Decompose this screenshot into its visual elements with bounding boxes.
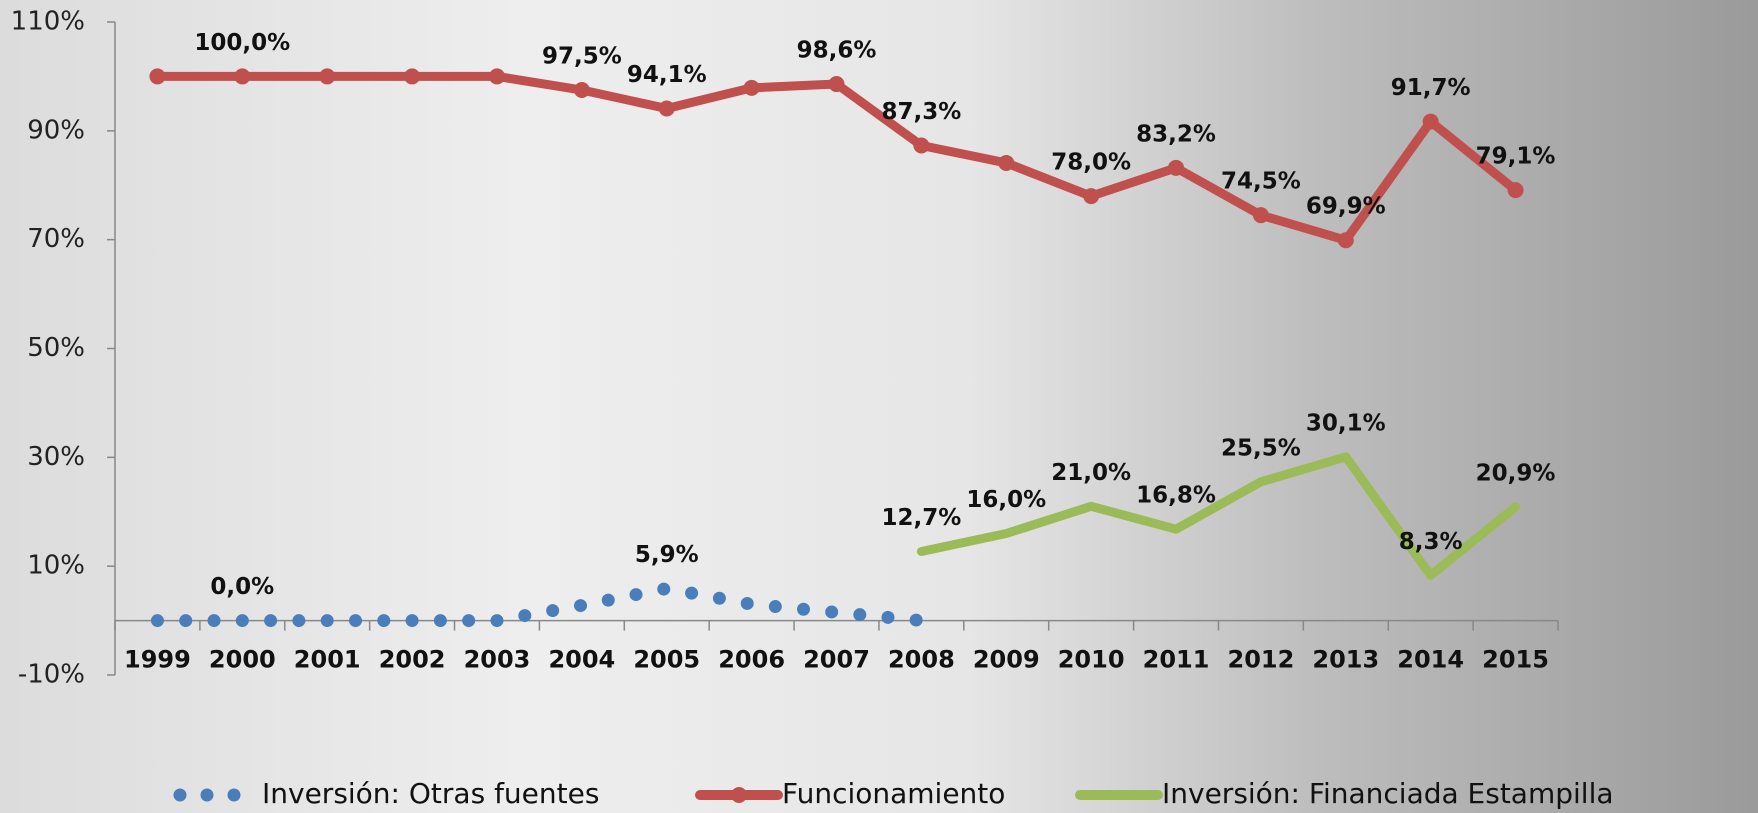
data-point	[404, 68, 421, 85]
data-point	[658, 100, 675, 117]
plot-area: 110% 90% 70% 50% 30% 10% -10% 1999 2000 2001 2002 2…	[11, 7, 1614, 811]
data-label: 74,5%	[1221, 169, 1301, 195]
data-point	[1083, 188, 1100, 205]
y-tick-label: -10%	[18, 660, 85, 690]
data-label: 79,1%	[1476, 144, 1556, 170]
x-tick-label: 1999	[124, 646, 191, 674]
data-label: 5,9%	[635, 542, 699, 568]
x-tick-label: 2015	[1482, 646, 1549, 674]
data-label: 12,7%	[881, 505, 961, 531]
x-tick-label: 2009	[973, 646, 1040, 674]
series-line	[916, 452, 1521, 580]
x-tick-label: 2003	[464, 646, 531, 674]
x-tick-label: 2002	[379, 646, 446, 674]
data-point	[998, 154, 1015, 171]
data-point	[319, 68, 336, 85]
data-label: 98,6%	[797, 38, 877, 64]
data-label: 97,5%	[542, 44, 622, 70]
x-tick-label: 2013	[1312, 646, 1379, 674]
data-label: 16,8%	[1136, 483, 1216, 509]
data-point	[488, 68, 505, 85]
data-point	[1422, 113, 1439, 130]
x-tick-label: 2007	[803, 646, 870, 674]
data-label: 91,7%	[1391, 75, 1471, 101]
legend-label: Inversión: Financiada Estampilla	[1162, 777, 1614, 810]
data-label: 30,1%	[1306, 410, 1386, 436]
data-label: 94,1%	[627, 62, 707, 88]
y-tick-label: 110%	[11, 7, 85, 37]
data-label: 21,0%	[1051, 460, 1131, 486]
data-label: 25,5%	[1221, 435, 1301, 461]
y-tick-label: 10%	[27, 551, 85, 581]
data-label: 0,0%	[210, 574, 274, 600]
y-tick-label: 90%	[27, 115, 85, 145]
legend-label: Funcionamiento	[782, 777, 1005, 810]
data-point	[743, 79, 760, 96]
data-label: 69,9%	[1306, 194, 1386, 220]
x-tick-label: 2005	[633, 646, 700, 674]
data-label: 16,0%	[966, 487, 1046, 513]
data-label: 87,3%	[881, 99, 961, 125]
data-label: 83,2%	[1136, 121, 1216, 147]
data-label: 20,9%	[1476, 460, 1556, 486]
data-point	[1168, 159, 1185, 176]
legend-marker	[731, 787, 747, 803]
x-tick-label: 2006	[718, 646, 785, 674]
x-tick-label: 2000	[209, 646, 276, 674]
data-point	[828, 76, 845, 93]
data-point	[234, 68, 251, 85]
y-tick-label: 70%	[27, 224, 85, 254]
data-point	[1337, 232, 1354, 249]
x-tick-label: 2010	[1058, 646, 1125, 674]
data-label: 8,3%	[1399, 529, 1463, 555]
data-point	[149, 68, 166, 85]
data-label: 100,0%	[194, 30, 290, 56]
data-point	[1507, 182, 1524, 199]
x-tick-label: 2012	[1228, 646, 1295, 674]
x-tick-label: 2011	[1143, 646, 1210, 674]
data-point	[573, 82, 590, 99]
x-tick-label: 2004	[548, 646, 615, 674]
data-label: 78,0%	[1051, 150, 1131, 176]
x-tick-label: 2001	[294, 646, 361, 674]
data-point	[1252, 207, 1269, 224]
y-tick-label: 50%	[27, 333, 85, 363]
x-tick-label: 2008	[888, 646, 955, 674]
data-point	[913, 137, 930, 154]
legend-label: Inversión: Otras fuentes	[262, 777, 599, 810]
y-tick-label: 30%	[27, 442, 85, 472]
x-tick-label: 2014	[1397, 646, 1464, 674]
